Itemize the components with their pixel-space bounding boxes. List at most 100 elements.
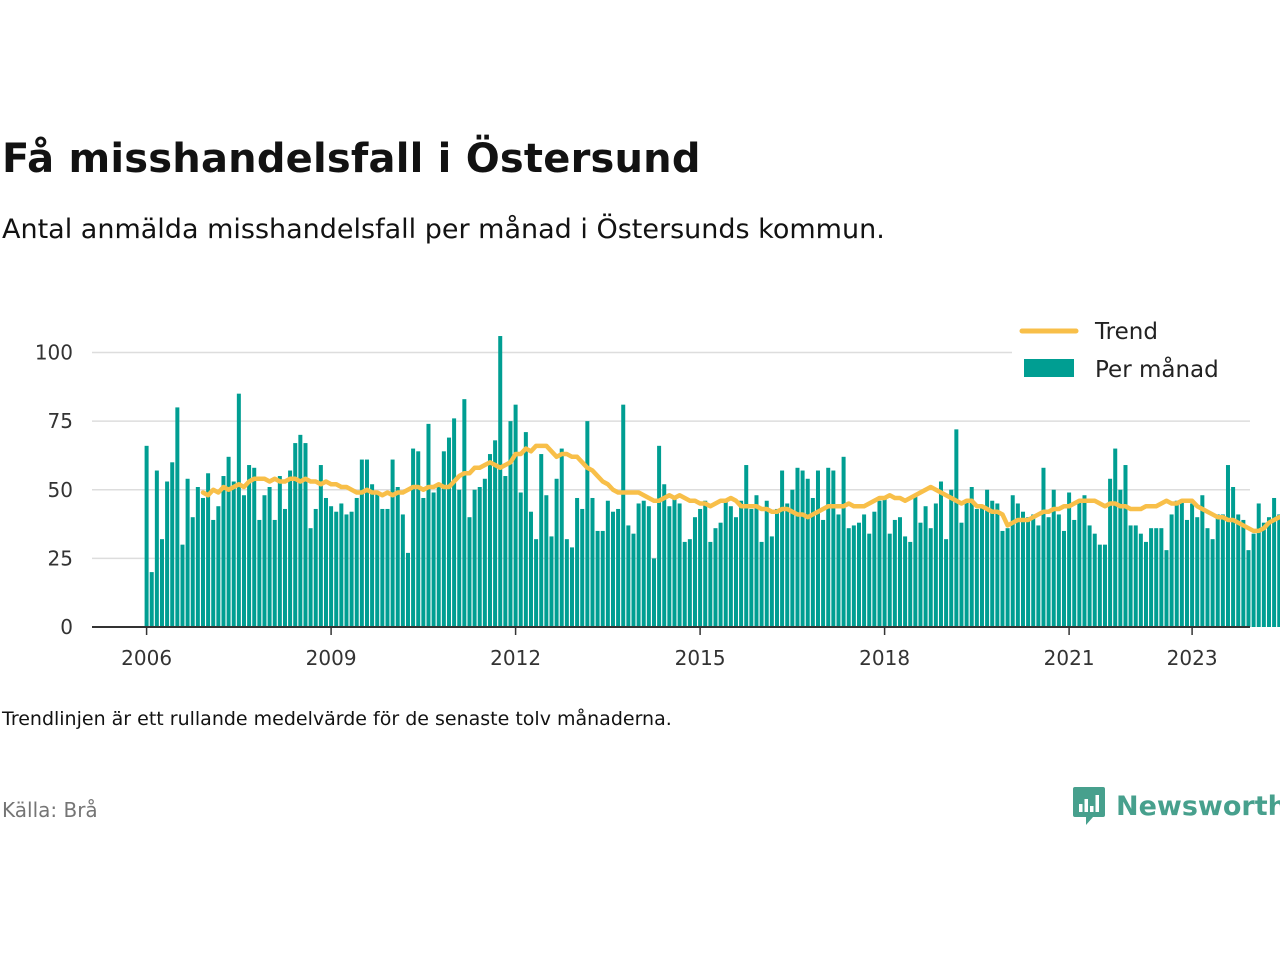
- y-tick-label: 100: [35, 341, 73, 365]
- bar: [769, 536, 774, 627]
- bar: [318, 465, 323, 627]
- bar: [359, 459, 364, 627]
- bar: [897, 517, 902, 627]
- trend-line: [200, 443, 1280, 534]
- bar: [1020, 511, 1025, 627]
- bar: [908, 541, 913, 627]
- bar: [544, 495, 549, 627]
- bar: [354, 497, 359, 627]
- bar: [195, 487, 200, 627]
- bar: [610, 511, 615, 627]
- bar: [1195, 517, 1200, 627]
- bar: [959, 522, 964, 627]
- bar: [534, 539, 539, 627]
- bar: [749, 508, 754, 627]
- x-tick-label: 2009: [306, 646, 357, 670]
- bar: [1031, 514, 1036, 627]
- bar: [1184, 519, 1189, 627]
- bar: [1149, 528, 1154, 627]
- bar: [1046, 517, 1051, 627]
- bar: [1164, 550, 1169, 627]
- chart-title: Få misshandelsfall i Östersund: [2, 136, 701, 182]
- bar: [759, 541, 764, 627]
- bar: [631, 533, 636, 627]
- bar: [785, 503, 790, 627]
- x-tick-label: 2023: [1167, 646, 1218, 670]
- bar: [247, 465, 252, 627]
- bar: [554, 478, 559, 627]
- bar: [206, 473, 211, 627]
- bar: [293, 443, 298, 627]
- bar: [313, 508, 318, 627]
- bar: [708, 541, 713, 627]
- bar: [923, 506, 928, 627]
- bar: [575, 497, 580, 627]
- y-axis-ticks: 0 25 50 75 100: [35, 341, 73, 640]
- bar: [411, 448, 416, 627]
- bar: [651, 558, 656, 628]
- bar: [1015, 503, 1020, 627]
- bar: [723, 500, 728, 627]
- bar: [774, 508, 779, 627]
- bar: [872, 511, 877, 627]
- bar: [595, 530, 600, 628]
- bar: [795, 467, 800, 627]
- bar: [416, 451, 421, 627]
- bar: [559, 448, 564, 627]
- bar: [1246, 550, 1251, 627]
- bar: [672, 497, 677, 627]
- bar: [1215, 514, 1220, 627]
- bar: [846, 528, 851, 627]
- bar: [928, 528, 933, 627]
- bar: [790, 489, 795, 627]
- bar: [405, 552, 410, 627]
- bar: [467, 517, 472, 627]
- x-tick-label: 2006: [121, 646, 172, 670]
- bar: [190, 517, 195, 627]
- bar: [267, 487, 272, 627]
- bar: [236, 393, 241, 627]
- bar: [564, 539, 569, 627]
- bar: [1082, 495, 1087, 627]
- bar: [200, 497, 205, 627]
- newsworthy-logo-icon: [1073, 787, 1105, 825]
- bar: [380, 508, 385, 627]
- bar: [1277, 514, 1280, 627]
- bar: [257, 519, 262, 627]
- bar: [979, 506, 984, 627]
- bar: [780, 470, 785, 627]
- bar: [969, 487, 974, 627]
- bar: [703, 500, 708, 627]
- bar: [431, 492, 436, 627]
- bar: [990, 500, 995, 627]
- bar: [805, 478, 810, 627]
- bar: [836, 514, 841, 627]
- bar: [1138, 533, 1143, 627]
- bar: [400, 514, 405, 627]
- bar: [303, 443, 308, 627]
- bar: [472, 489, 477, 627]
- bar: [446, 437, 451, 627]
- x-tick-label: 2021: [1044, 646, 1095, 670]
- y-tick-label: 0: [60, 615, 73, 639]
- y-tick-label: 25: [48, 546, 73, 570]
- bar: [241, 495, 246, 627]
- bar: [298, 434, 303, 627]
- bar: [856, 522, 861, 627]
- x-tick-label: 2015: [675, 646, 726, 670]
- bar: [800, 470, 805, 627]
- bar: [272, 519, 277, 627]
- bar: [821, 519, 826, 627]
- bar: [498, 336, 503, 627]
- bar: [626, 525, 631, 627]
- bar: [718, 522, 723, 627]
- bar: [636, 503, 641, 627]
- bar: [252, 467, 257, 627]
- bar: [892, 519, 897, 627]
- bar: [949, 489, 954, 627]
- bar: [221, 476, 226, 627]
- bar: [1061, 530, 1066, 628]
- bar: [1241, 519, 1246, 627]
- bar: [1231, 487, 1236, 627]
- bar: [1159, 528, 1164, 627]
